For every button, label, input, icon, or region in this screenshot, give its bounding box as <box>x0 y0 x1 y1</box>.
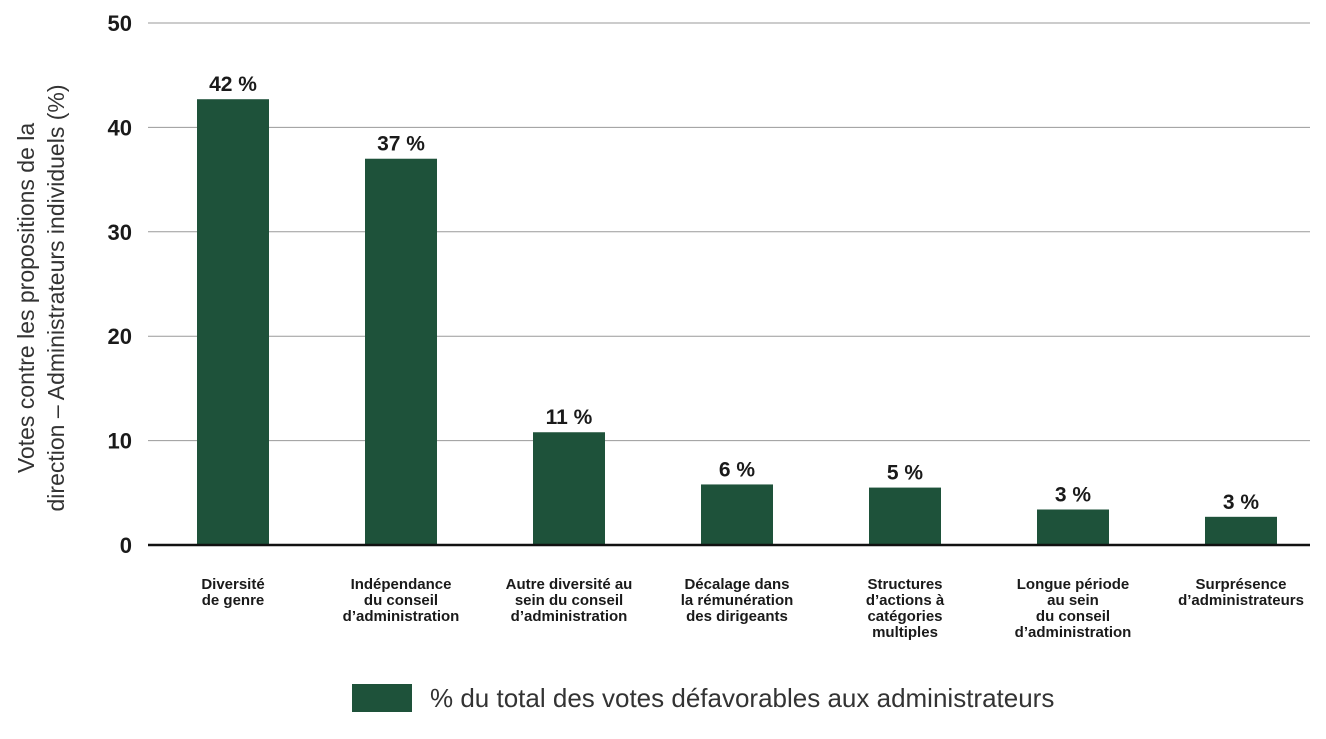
y-tick-label: 30 <box>108 220 132 245</box>
x-tick-label: Structures d’actions à catégories multip… <box>865 576 945 641</box>
y-tick-label: 50 <box>108 11 132 36</box>
bar-chart: 0 10 20 30 40 50 42 % 37 % 11 % 6 % 5 % 3 % 3 % Vot… <box>13 11 1310 558</box>
x-tick-label: Décalage dans la rémunération des dirige… <box>680 576 794 625</box>
data-label: 37 % <box>377 133 425 156</box>
y-axis-title: Votes contre les propositions de la dire… <box>13 85 69 512</box>
y-tick-label: 40 <box>108 115 132 140</box>
y-tick-label: 10 <box>108 429 132 454</box>
data-label: 11 % <box>546 406 593 429</box>
data-label: 3 % <box>1055 484 1092 507</box>
legend-swatch <box>352 684 412 712</box>
y-tick-label: 20 <box>108 324 132 349</box>
x-tick-label: Surprésence d’administrateurs <box>1178 576 1304 609</box>
data-label: 3 % <box>1223 491 1260 514</box>
x-tick-label: Longue période au sein du conseil d’admi… <box>1014 576 1132 641</box>
x-tick-label: Indépendance du conseil d’administration <box>342 576 460 625</box>
data-label: 6 % <box>719 458 756 481</box>
y-axis-title-line-1: Votes contre les propositions de la <box>13 123 39 474</box>
bar <box>869 487 941 545</box>
bars <box>197 99 1277 545</box>
x-tick-label: Autre diversité au sein du conseil d’adm… <box>505 576 633 625</box>
y-axis-title-line-2: direction – Administrateurs individuels … <box>43 85 69 512</box>
data-labels: 42 % 37 % 11 % 6 % 5 % 3 % 3 % <box>209 73 1259 514</box>
legend-label: % du total des votes défavorables aux ad… <box>430 682 1055 713</box>
data-label: 42 % <box>209 73 257 96</box>
bar <box>1205 516 1277 545</box>
y-tick-label: 0 <box>120 533 132 558</box>
x-tick-label: Diversité de genre <box>201 576 265 609</box>
y-axis-ticks: 0 10 20 30 40 50 <box>108 11 132 558</box>
bar <box>197 99 269 545</box>
legend: % du total des votes défavorables aux ad… <box>352 683 1054 713</box>
data-label: 5 % <box>887 462 924 485</box>
bar <box>533 432 605 545</box>
bar <box>1037 509 1109 545</box>
bar <box>365 158 437 545</box>
gridlines <box>148 22 1310 442</box>
bar <box>701 484 773 545</box>
